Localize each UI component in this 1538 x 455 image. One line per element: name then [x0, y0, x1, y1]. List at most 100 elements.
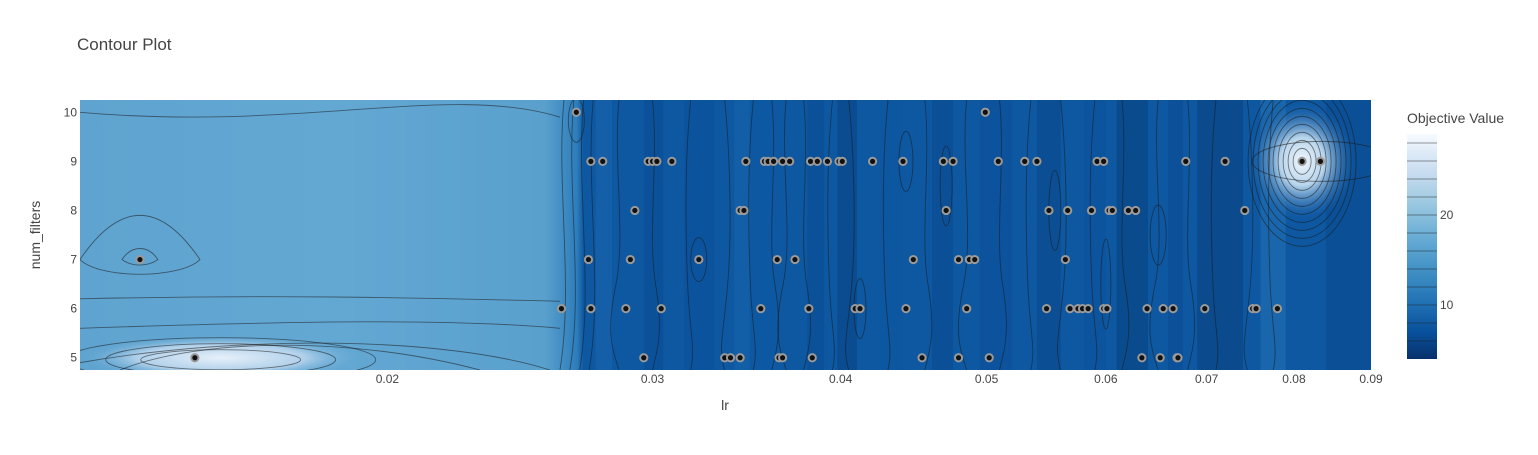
trial-point-marker	[984, 353, 994, 363]
shade-band-13	[1168, 100, 1183, 370]
trial-point-marker	[1063, 205, 1073, 216]
contour-loop-left	[80, 214, 201, 275]
trial-point-marker	[1220, 156, 1230, 166]
y-axis-label: num_filters	[27, 201, 43, 269]
contour-loop-3	[939, 145, 953, 227]
trial-point	[1131, 205, 1141, 216]
trial-point	[135, 254, 145, 265]
contour-vertical-7	[803, 100, 811, 370]
trial-point-marker	[1041, 304, 1052, 314]
trial-point-marker	[772, 254, 782, 265]
trial-point-marker	[993, 156, 1003, 166]
trial-point	[639, 353, 649, 363]
trial-point-marker	[639, 353, 649, 363]
trial-points	[135, 107, 1326, 363]
trial-point-marker	[571, 107, 581, 117]
trial-point-marker	[1173, 353, 1183, 363]
trial-point	[941, 205, 951, 216]
contour-loop-6	[1149, 204, 1167, 266]
trial-point-marker	[1044, 205, 1054, 216]
contour-hole-ring-1	[1292, 147, 1312, 175]
plot-area	[80, 100, 1371, 370]
trial-point	[1099, 156, 1109, 166]
trial-point	[1200, 304, 1210, 314]
contour-vertical-19	[1187, 100, 1195, 370]
trial-point	[970, 254, 980, 265]
trial-point	[993, 156, 1003, 166]
shade-band-0	[595, 100, 613, 370]
contour-vertical-14	[1025, 100, 1034, 370]
trial-point	[1060, 254, 1070, 265]
contour-line-bottom-left	[80, 342, 551, 370]
y-axis-ticks: 5 6 7 8 9 10	[64, 105, 78, 364]
x-tick-label: 0.05	[975, 372, 999, 386]
shade-band-3	[734, 100, 750, 370]
chart-title: Contour Plot	[77, 35, 172, 54]
trial-point-marker	[1131, 205, 1141, 216]
colorbar-tick-label: 10	[1440, 298, 1454, 312]
trial-point-marker	[1142, 304, 1152, 314]
trial-point	[768, 156, 779, 166]
trial-point	[901, 304, 911, 314]
trial-point-marker	[1315, 156, 1326, 166]
shade-band-5	[807, 100, 825, 370]
trial-point	[1315, 156, 1326, 166]
contour-vertical-0	[610, 100, 621, 370]
trial-point-marker	[980, 107, 990, 117]
trial-point-marker	[1123, 205, 1133, 216]
trial-point	[790, 254, 800, 265]
trial-point	[953, 353, 964, 363]
y-tick-label: 5	[70, 351, 77, 365]
contour-line-bottom-arc	[119, 344, 481, 370]
trial-point	[822, 156, 833, 166]
contour-transition-0	[559, 100, 566, 370]
trial-point	[807, 353, 817, 363]
contour-hole-ring-7	[1262, 100, 1342, 223]
colorbar-title: Objective Value	[1407, 110, 1504, 126]
shade-band-12	[1116, 100, 1149, 370]
contour-hole-ring-6	[1267, 107, 1337, 215]
trial-point	[948, 156, 958, 166]
trial-point	[1181, 156, 1191, 166]
trial-point-marker	[556, 304, 567, 314]
trial-point-marker	[953, 353, 964, 363]
contour-vertical-20	[1210, 100, 1219, 370]
trial-point-marker	[1086, 205, 1097, 216]
trial-point	[630, 205, 640, 216]
contour-line-top-left	[80, 104, 561, 118]
trial-point	[962, 304, 972, 314]
trial-point	[656, 304, 666, 314]
contour-loop-top	[567, 100, 585, 143]
trial-point-marker	[1272, 304, 1283, 314]
trial-point	[1240, 205, 1250, 216]
trial-point-marker	[725, 353, 736, 363]
x-tick-label: 0.02	[376, 372, 400, 386]
trial-point	[804, 304, 814, 314]
trial-point-marker	[1155, 353, 1165, 363]
trial-point-marker	[1065, 304, 1075, 314]
x-tick-label: 0.06	[1094, 372, 1118, 386]
trial-point-marker	[777, 353, 788, 363]
trial-point-marker	[621, 304, 631, 314]
trial-point	[735, 353, 745, 363]
trial-point-marker	[1032, 156, 1042, 166]
contour-vertical-17	[1121, 100, 1130, 370]
trial-point	[190, 353, 200, 363]
trial-point-marker	[948, 156, 958, 166]
trial-point-marker	[898, 156, 908, 166]
contour-ellipse-low-2	[80, 337, 377, 370]
shade-band-10	[1036, 100, 1061, 370]
trial-point-marker	[756, 304, 766, 314]
trial-point-marker	[908, 254, 918, 265]
contour-vertical-12	[957, 100, 969, 370]
contour-vertical-3	[721, 100, 731, 370]
trial-point	[777, 353, 788, 363]
x-tick-label: 0.09	[1359, 372, 1383, 386]
y-tick-label: 8	[70, 203, 77, 217]
contour-vertical-1	[652, 100, 660, 370]
x-tick-label: 0.04	[829, 372, 853, 386]
contour-vertical-16	[1089, 100, 1098, 370]
contour-loop-5	[1100, 238, 1112, 330]
trial-point	[1107, 205, 1117, 216]
